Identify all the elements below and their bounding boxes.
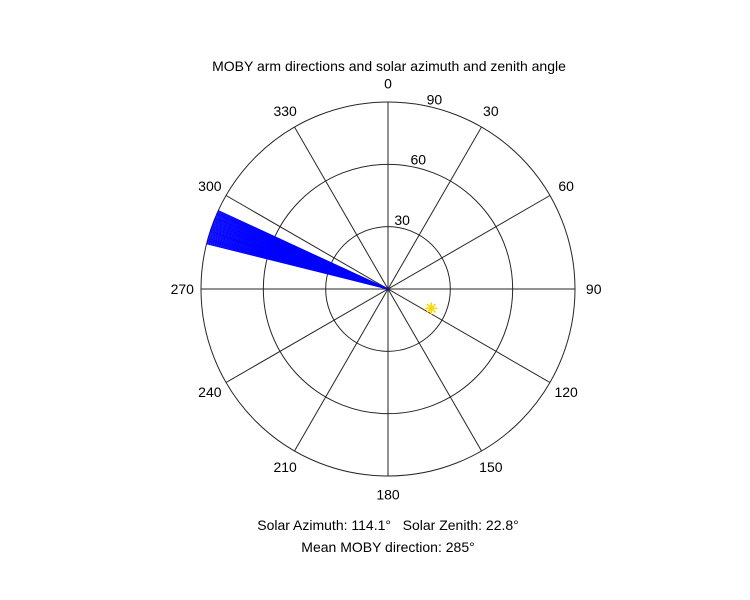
- r-tick-label-60: 60: [410, 152, 426, 168]
- theta-tick-label-330: 330: [273, 103, 297, 119]
- theta-tick-label-300: 300: [198, 178, 222, 194]
- theta-tick-label-120: 120: [554, 384, 578, 400]
- theta-tick-label-270: 270: [171, 281, 195, 297]
- theta-tick-label-90: 90: [586, 281, 602, 297]
- sun-marker: [425, 302, 438, 315]
- theta-tick-label-180: 180: [376, 487, 400, 503]
- theta-tick-label-240: 240: [198, 384, 222, 400]
- r-tick-label-30: 30: [394, 212, 410, 228]
- caption-mean-moby-direction: Mean MOBY direction: 285°: [301, 539, 474, 555]
- tick-labels: 0 30 60 90 120 150 180 210 240 270 300 330 30 60 90: [171, 75, 602, 502]
- theta-tick-label-210: 210: [273, 459, 297, 475]
- moby-arm-line-36: [218, 210, 389, 290]
- theta-tick-label-30: 30: [483, 103, 499, 119]
- r-tick-label-90: 90: [427, 91, 443, 107]
- chart-title: MOBY arm directions and solar azimuth an…: [212, 58, 566, 74]
- caption-solar-angles: Solar Azimuth: 114.1° Solar Zenith: 22.8…: [257, 517, 519, 533]
- theta-tick-label-150: 150: [479, 459, 503, 475]
- theta-tick-label-60: 60: [558, 178, 574, 194]
- moby-arm-lines: [206, 210, 389, 290]
- sun-marker-stroke-3: [426, 303, 437, 314]
- theta-tick-label-0: 0: [384, 75, 392, 91]
